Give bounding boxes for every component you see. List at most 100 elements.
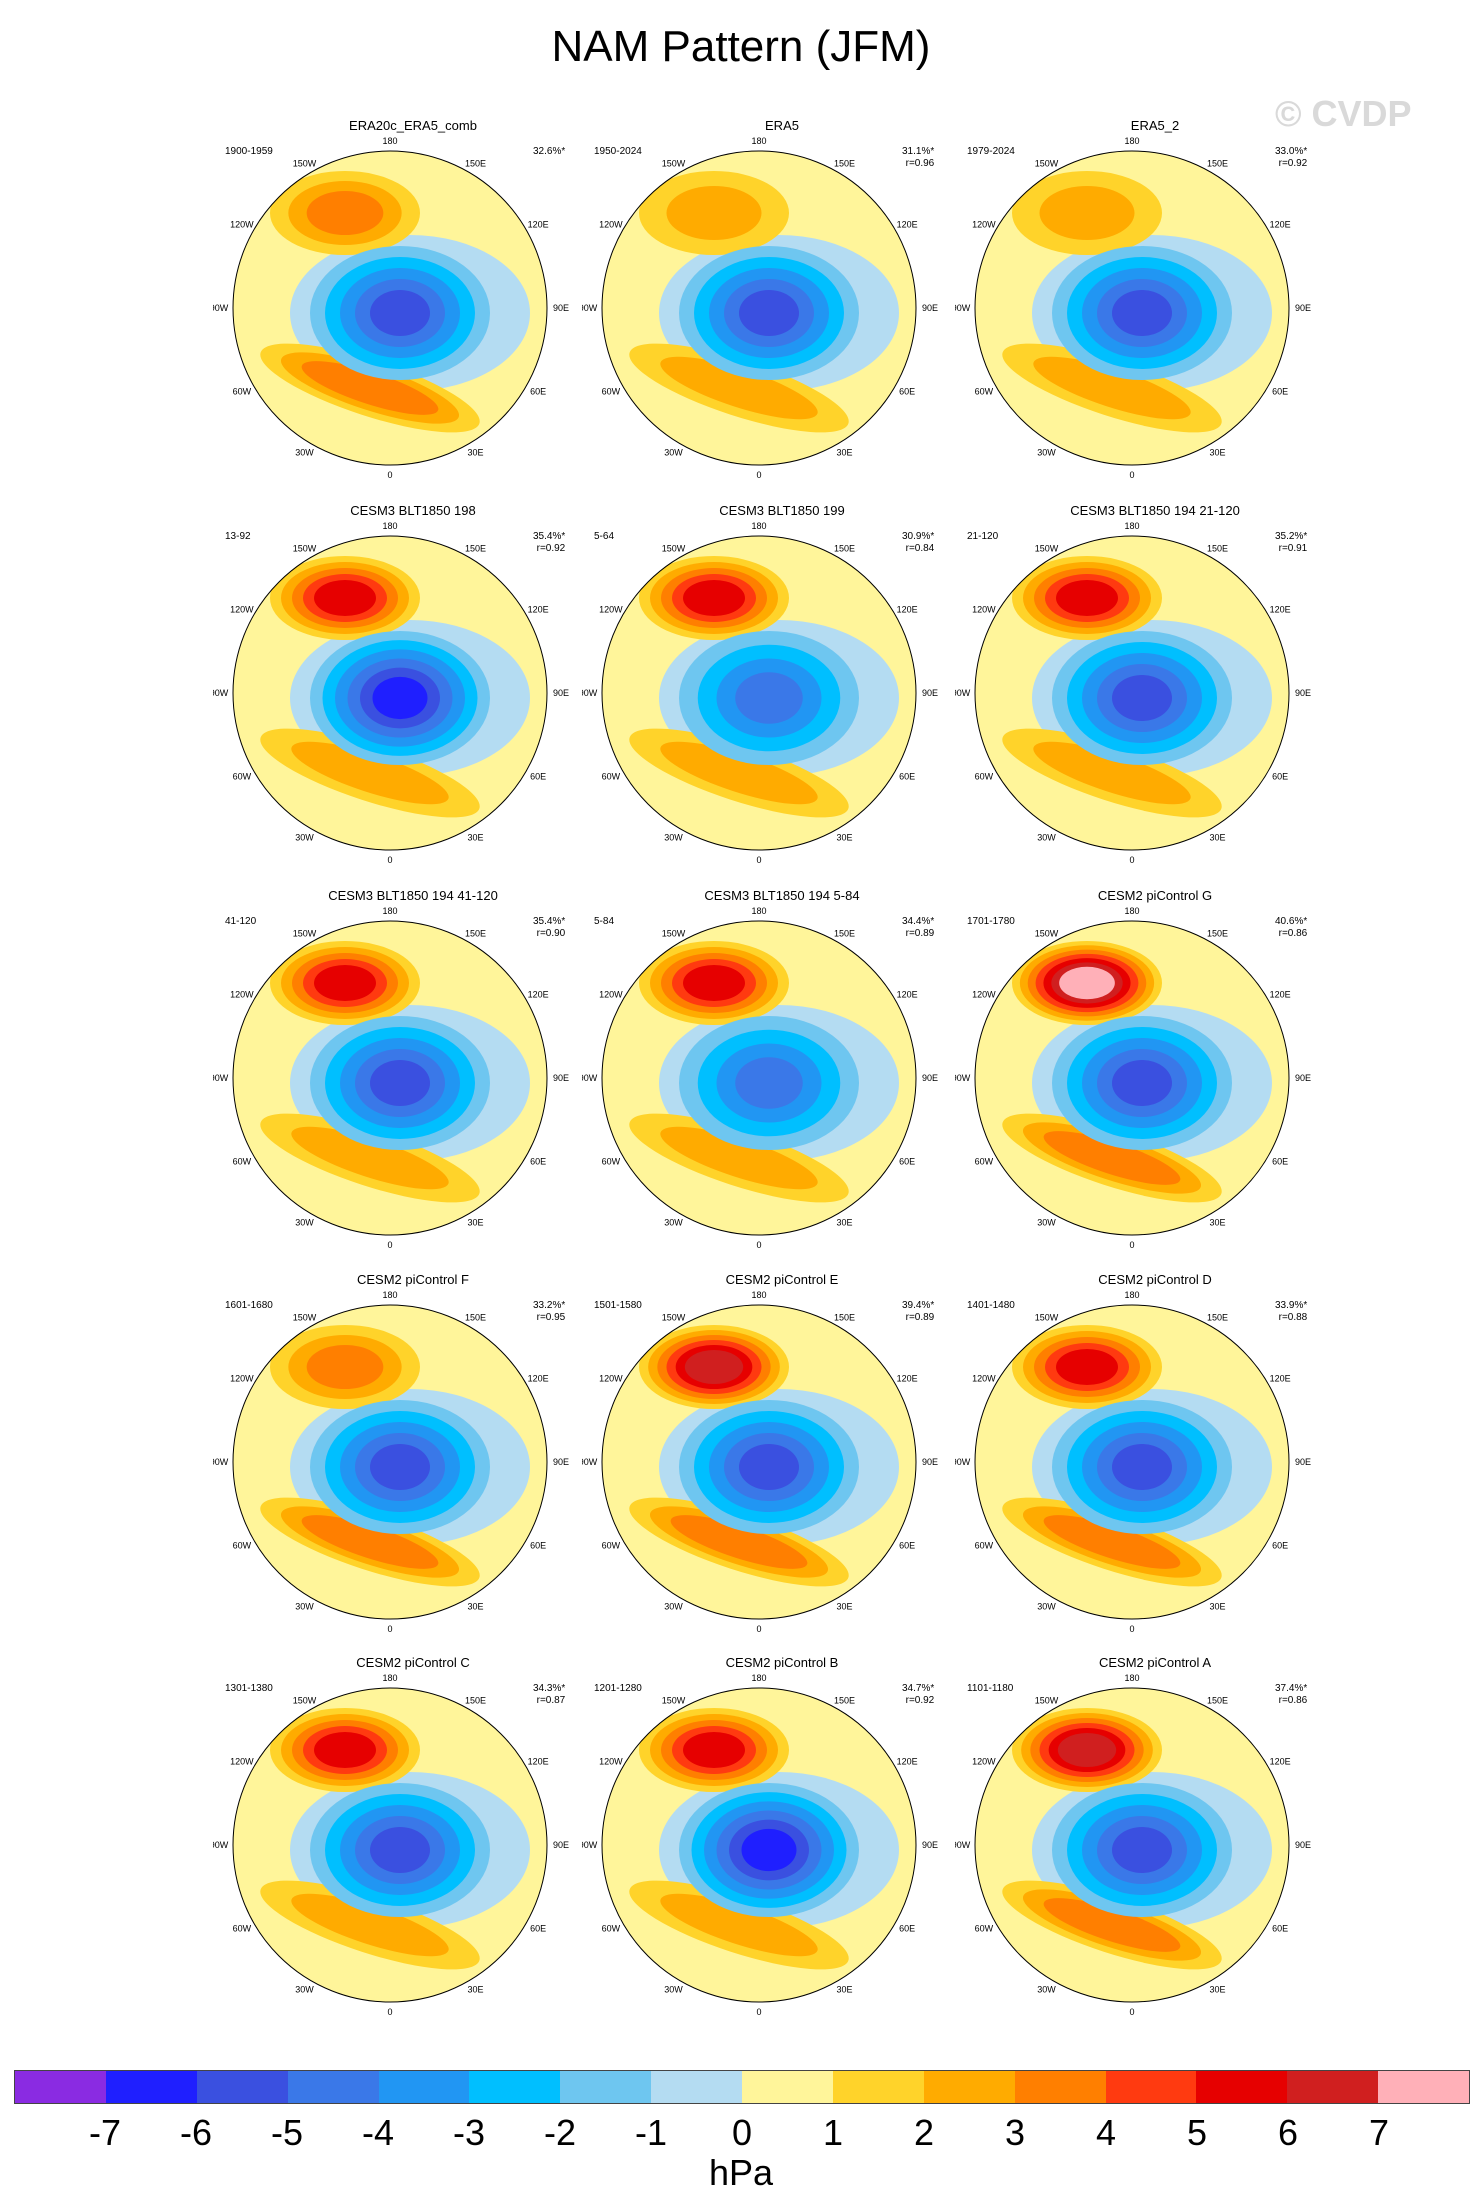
longitude-label: 60W xyxy=(233,1541,252,1551)
colorbar-swatch xyxy=(469,2071,561,2103)
map-panel: CESM3 BLT1850 199 5-64 30.9%* r=0.84 180 150E… xyxy=(582,503,982,883)
map-boundary xyxy=(232,1687,548,2003)
longitude-label: 150E xyxy=(465,1695,486,1705)
longitude-label: 30W xyxy=(1037,1218,1056,1228)
longitude-label: 120W xyxy=(599,605,623,615)
panel-stats: 30.9%* r=0.84 xyxy=(902,531,934,555)
longitude-label: 30W xyxy=(295,833,314,843)
atlantic-high-contour xyxy=(660,741,818,805)
longitude-label: 150E xyxy=(1207,543,1228,553)
pacific-ridge-contour xyxy=(1059,966,1115,1000)
panel-variance: 31.1%* xyxy=(902,146,935,157)
map-boundary xyxy=(601,150,917,466)
pacific-ridge-contour xyxy=(666,186,762,240)
panel-title: CESM2 piControl B xyxy=(725,1655,839,1670)
longitude-label: 120W xyxy=(599,220,623,230)
polar-map: 180 150E 120E 90E 60E 30E 0 30W 60W 90W 120W 150W xyxy=(582,1673,938,2017)
longitude-label: 30W xyxy=(664,448,683,458)
polar-trough-contour xyxy=(370,1060,430,1106)
longitude-label: 0 xyxy=(387,1624,392,1634)
polar-map: 180 150E 120E 90E 60E 30E 0 30W 60W 90W 120W 150W xyxy=(955,1290,1311,1634)
longitude-label: 60E xyxy=(530,1541,546,1551)
colorbar-tick-label: 2 xyxy=(913,2112,935,2153)
panel-correlation: r=0.89 xyxy=(905,1312,935,1323)
longitude-label: 0 xyxy=(756,1240,761,1250)
page-title: NAM Pattern (JFM) xyxy=(551,22,931,71)
longitude-label: 180 xyxy=(751,906,766,916)
longitude-label: 90W xyxy=(582,1073,598,1083)
longitude-label: 150E xyxy=(1207,158,1228,168)
longitude-label: 0 xyxy=(1129,1624,1134,1634)
map-panel: CESM2 piControl D 1401-1480 33.9%* r=0.88 18… xyxy=(955,1272,1355,1652)
polar-trough-contour xyxy=(372,676,428,720)
colorbar-tick-label: 1 xyxy=(822,2112,844,2153)
panel-stats: 39.4%* r=0.89 xyxy=(902,1300,934,1324)
longitude-label: 90W xyxy=(213,688,229,698)
panel-correlation: r=0.86 xyxy=(1278,1695,1308,1706)
map-panel: CESM2 piControl E 1501-1580 39.4%* r=0.89 18… xyxy=(582,1272,982,1652)
map-boundary xyxy=(974,1687,1290,2003)
pacific-ridge-contour xyxy=(683,965,745,1001)
longitude-label: 90W xyxy=(582,303,598,313)
colorbar-swatch xyxy=(105,2071,197,2103)
longitude-label: 30W xyxy=(1037,1985,1056,1995)
panel-correlation: r=0.90 xyxy=(536,928,566,939)
longitude-label: 180 xyxy=(382,521,397,531)
colorbar xyxy=(14,2070,1470,2104)
longitude-label: 120E xyxy=(1270,990,1291,1000)
longitude-label: 90W xyxy=(955,1840,971,1850)
map-boundary xyxy=(601,920,917,1236)
longitude-label: 60W xyxy=(602,387,621,397)
longitude-label: 90E xyxy=(1295,303,1311,313)
longitude-label: 30W xyxy=(664,1602,683,1612)
longitude-label: 60W xyxy=(233,1924,252,1934)
longitude-label: 60E xyxy=(530,772,546,782)
polar-map: 180 150E 120E 90E 60E 30E 0 30W 60W 90W 120W 150W xyxy=(213,136,569,480)
longitude-label: 150E xyxy=(834,928,855,938)
longitude-label: 0 xyxy=(387,2007,392,2017)
panel-correlation: r=0.87 xyxy=(536,1695,566,1706)
longitude-label: 0 xyxy=(756,2007,761,2017)
longitude-label: 60E xyxy=(530,1157,546,1167)
longitude-label: 150E xyxy=(465,1312,486,1322)
colorbar-tick-label: 7 xyxy=(1368,2112,1390,2153)
panel-correlation: r=0.95 xyxy=(536,1312,566,1323)
longitude-label: 30E xyxy=(467,833,483,843)
panel-years: 1701-1780 xyxy=(967,916,1015,927)
longitude-label: 180 xyxy=(382,906,397,916)
panel-stats: 35.2%* r=0.91 xyxy=(1275,531,1307,555)
panel-years: 1950-2024 xyxy=(594,146,642,157)
map-boundary xyxy=(974,150,1290,466)
longitude-label: 30W xyxy=(1037,833,1056,843)
atlantic-high-contour xyxy=(660,1893,818,1957)
longitude-label: 120E xyxy=(897,605,918,615)
colorbar-tick-label: 3 xyxy=(1004,2112,1026,2153)
panel-variance: 35.4%* xyxy=(533,916,566,927)
polar-trough-contour xyxy=(1112,675,1172,721)
polar-map: 180 150E 120E 90E 60E 30E 0 30W 60W 90W 120W 150W xyxy=(213,1290,569,1634)
panel-stats: 35.4%* r=0.92 xyxy=(533,531,565,555)
longitude-label: 90E xyxy=(553,688,569,698)
polar-trough-contour xyxy=(1112,1060,1172,1106)
panel-stats: 33.2%* r=0.95 xyxy=(533,1300,565,1324)
panel-title: CESM2 piControl F xyxy=(357,1272,469,1287)
colorbar-swatch xyxy=(15,2071,106,2103)
panel-title: ERA5 xyxy=(765,118,799,133)
colorbar-swatch xyxy=(1105,2071,1197,2103)
longitude-label: 90W xyxy=(213,1073,229,1083)
longitude-label: 30W xyxy=(664,1218,683,1228)
pacific-ridge-contour xyxy=(1056,580,1118,616)
longitude-label: 120E xyxy=(897,990,918,1000)
panel-title: CESM2 piControl A xyxy=(1099,1655,1211,1670)
longitude-label: 30E xyxy=(467,1985,483,1995)
pacific-ridge-contour xyxy=(1039,186,1135,240)
longitude-label: 90E xyxy=(1295,1073,1311,1083)
panel-stats: 34.7%* r=0.92 xyxy=(902,1683,934,1707)
polar-map: 180 150E 120E 90E 60E 30E 0 30W 60W 90W 120W 150W xyxy=(955,521,1311,865)
map-boundary xyxy=(974,1304,1290,1620)
longitude-label: 150E xyxy=(465,928,486,938)
longitude-label: 120W xyxy=(599,1374,623,1384)
panel-correlation: r=0.89 xyxy=(905,928,935,939)
polar-trough-contour xyxy=(370,290,430,336)
longitude-label: 180 xyxy=(382,1673,397,1683)
